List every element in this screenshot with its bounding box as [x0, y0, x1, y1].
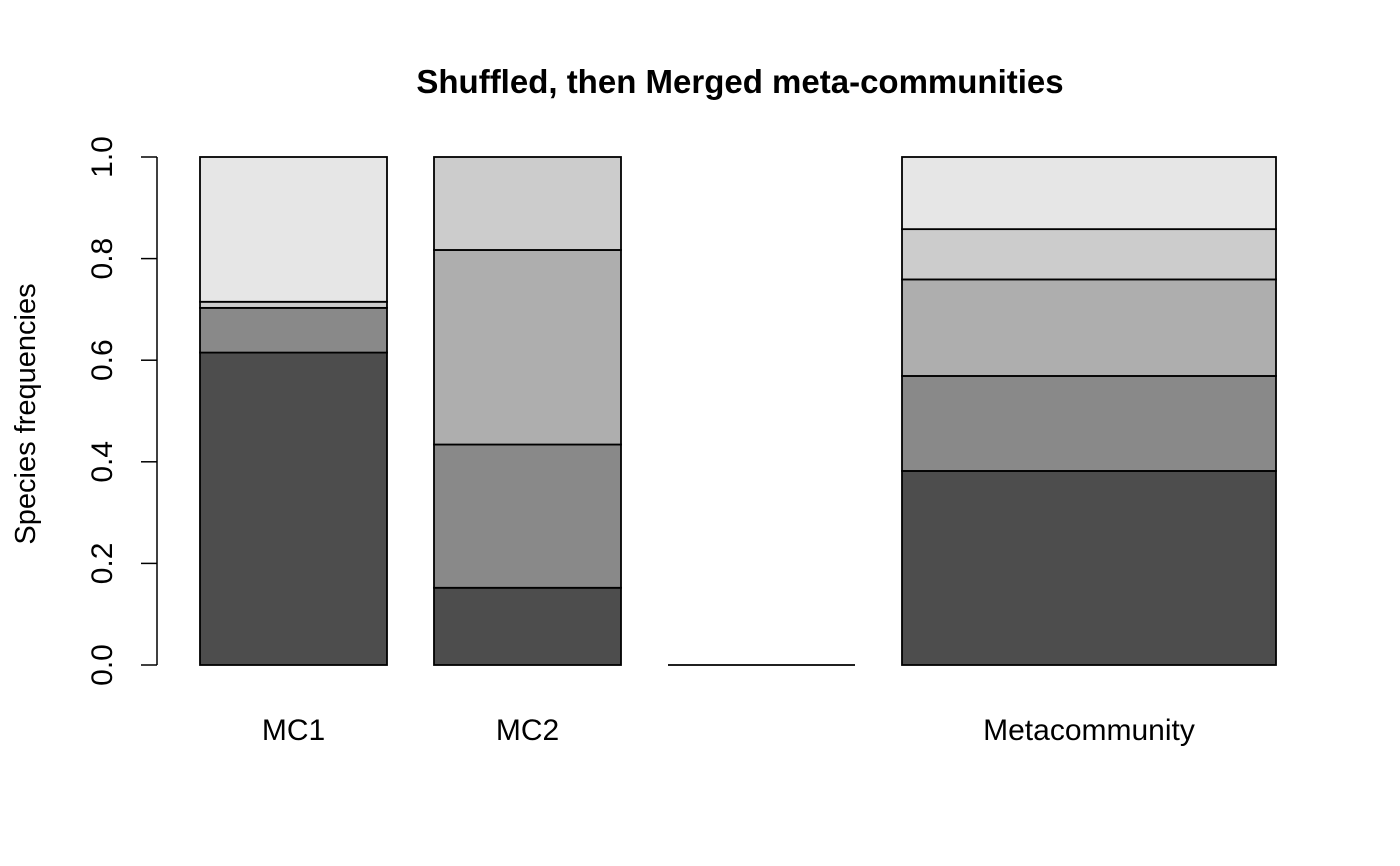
bar-segment — [199, 306, 388, 354]
category-label: Metacommunity — [983, 714, 1195, 747]
bar-segment — [199, 300, 388, 309]
category-label: MC2 — [496, 714, 559, 747]
bars — [199, 156, 1277, 666]
bar-segment — [199, 351, 388, 666]
y-tick-label: 0.8 — [86, 238, 119, 280]
y-tick-label: 0.4 — [86, 441, 119, 483]
y-axis-label: Species frequencies — [10, 283, 42, 544]
category-label: MC1 — [262, 714, 325, 747]
bar-segment — [199, 156, 388, 303]
y-axis: 0.0 0.2 0.4 0.6 0.8 1.0 — [86, 136, 158, 686]
bar-segment — [433, 156, 622, 251]
y-tick-label: 1.0 — [86, 136, 119, 178]
y-tick-label: 0.2 — [86, 543, 119, 585]
bar-segment — [901, 228, 1277, 281]
bar-segment — [433, 443, 622, 589]
bar-segment — [433, 586, 622, 666]
bar-segment — [901, 278, 1277, 377]
bar-segment — [433, 249, 622, 446]
y-tick-label: 0.0 — [86, 644, 119, 686]
bar-segment — [901, 375, 1277, 472]
chart-title: Shuffled, then Merged meta-communities — [416, 63, 1063, 100]
bar-segment — [901, 156, 1277, 231]
category-labels: MC1 MC2 Metacommunity — [262, 714, 1195, 747]
y-tick-label: 0.6 — [86, 339, 119, 381]
bar-segment — [901, 470, 1277, 666]
